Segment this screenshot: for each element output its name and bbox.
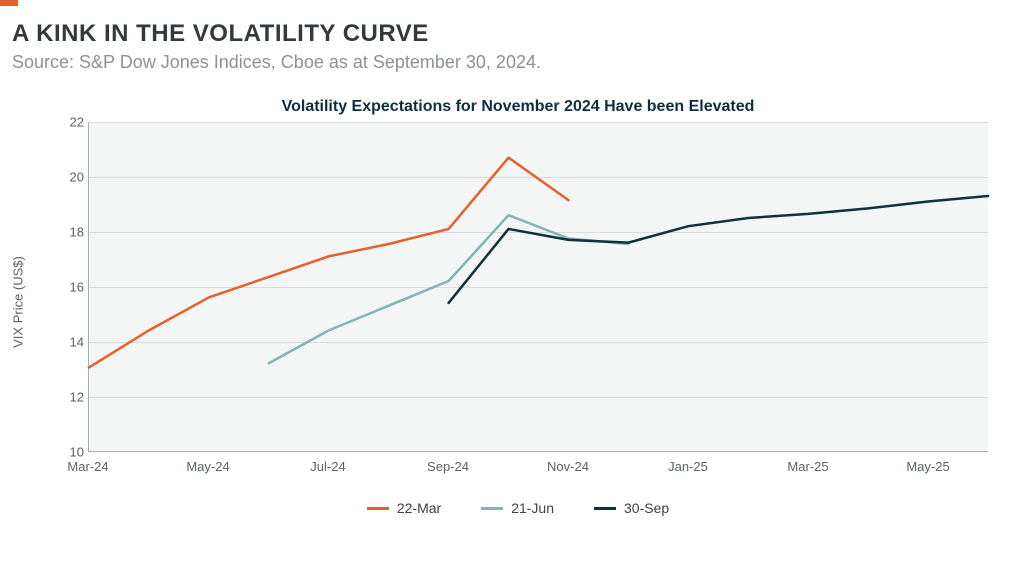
legend-item: 30-Sep [594,500,669,516]
plot-area: VIX Price (US$) 10121416182022 Mar-24May… [48,122,988,482]
y-tick-label: 12 [58,390,84,405]
y-tick-label: 14 [58,335,84,350]
legend-item: 22-Mar [367,500,441,516]
x-tick-label: May-24 [186,459,229,474]
y-tick-label: 20 [58,170,84,185]
legend-item: 21-Jun [481,500,554,516]
source-line: Source: S&P Dow Jones Indices, Cboe as a… [12,52,1012,73]
legend: 22-Mar 21-Jun 30-Sep [48,500,988,516]
line-series-svg [89,122,988,451]
y-tick-label: 10 [58,445,84,460]
series-line [89,158,568,368]
x-tick-label: Jul-24 [310,459,345,474]
series-line [449,196,988,303]
legend-swatch [367,507,389,510]
header: A KINK IN THE VOLATILITY CURVE Source: S… [0,0,1024,73]
y-axis-label: VIX Price (US$) [11,256,26,348]
y-tick-label: 22 [58,115,84,130]
series-line [269,215,629,363]
plot-background [88,122,988,452]
legend-label: 21-Jun [511,500,554,516]
accent-bar [0,0,18,6]
x-tick-label: Nov-24 [547,459,589,474]
x-tick-label: Sep-24 [427,459,469,474]
page-title: A KINK IN THE VOLATILITY CURVE [12,20,1012,48]
x-tick-label: Mar-24 [67,459,108,474]
x-tick-label: Mar-25 [787,459,828,474]
x-tick-label: Jan-25 [668,459,708,474]
legend-swatch [594,507,616,510]
chart-title: Volatility Expectations for November 202… [48,98,988,116]
x-tick-label: May-25 [906,459,949,474]
legend-label: 22-Mar [397,500,441,516]
y-tick-label: 16 [58,280,84,295]
y-tick-label: 18 [58,225,84,240]
legend-swatch [481,507,503,510]
chart: Volatility Expectations for November 202… [48,98,988,528]
legend-label: 30-Sep [624,500,669,516]
